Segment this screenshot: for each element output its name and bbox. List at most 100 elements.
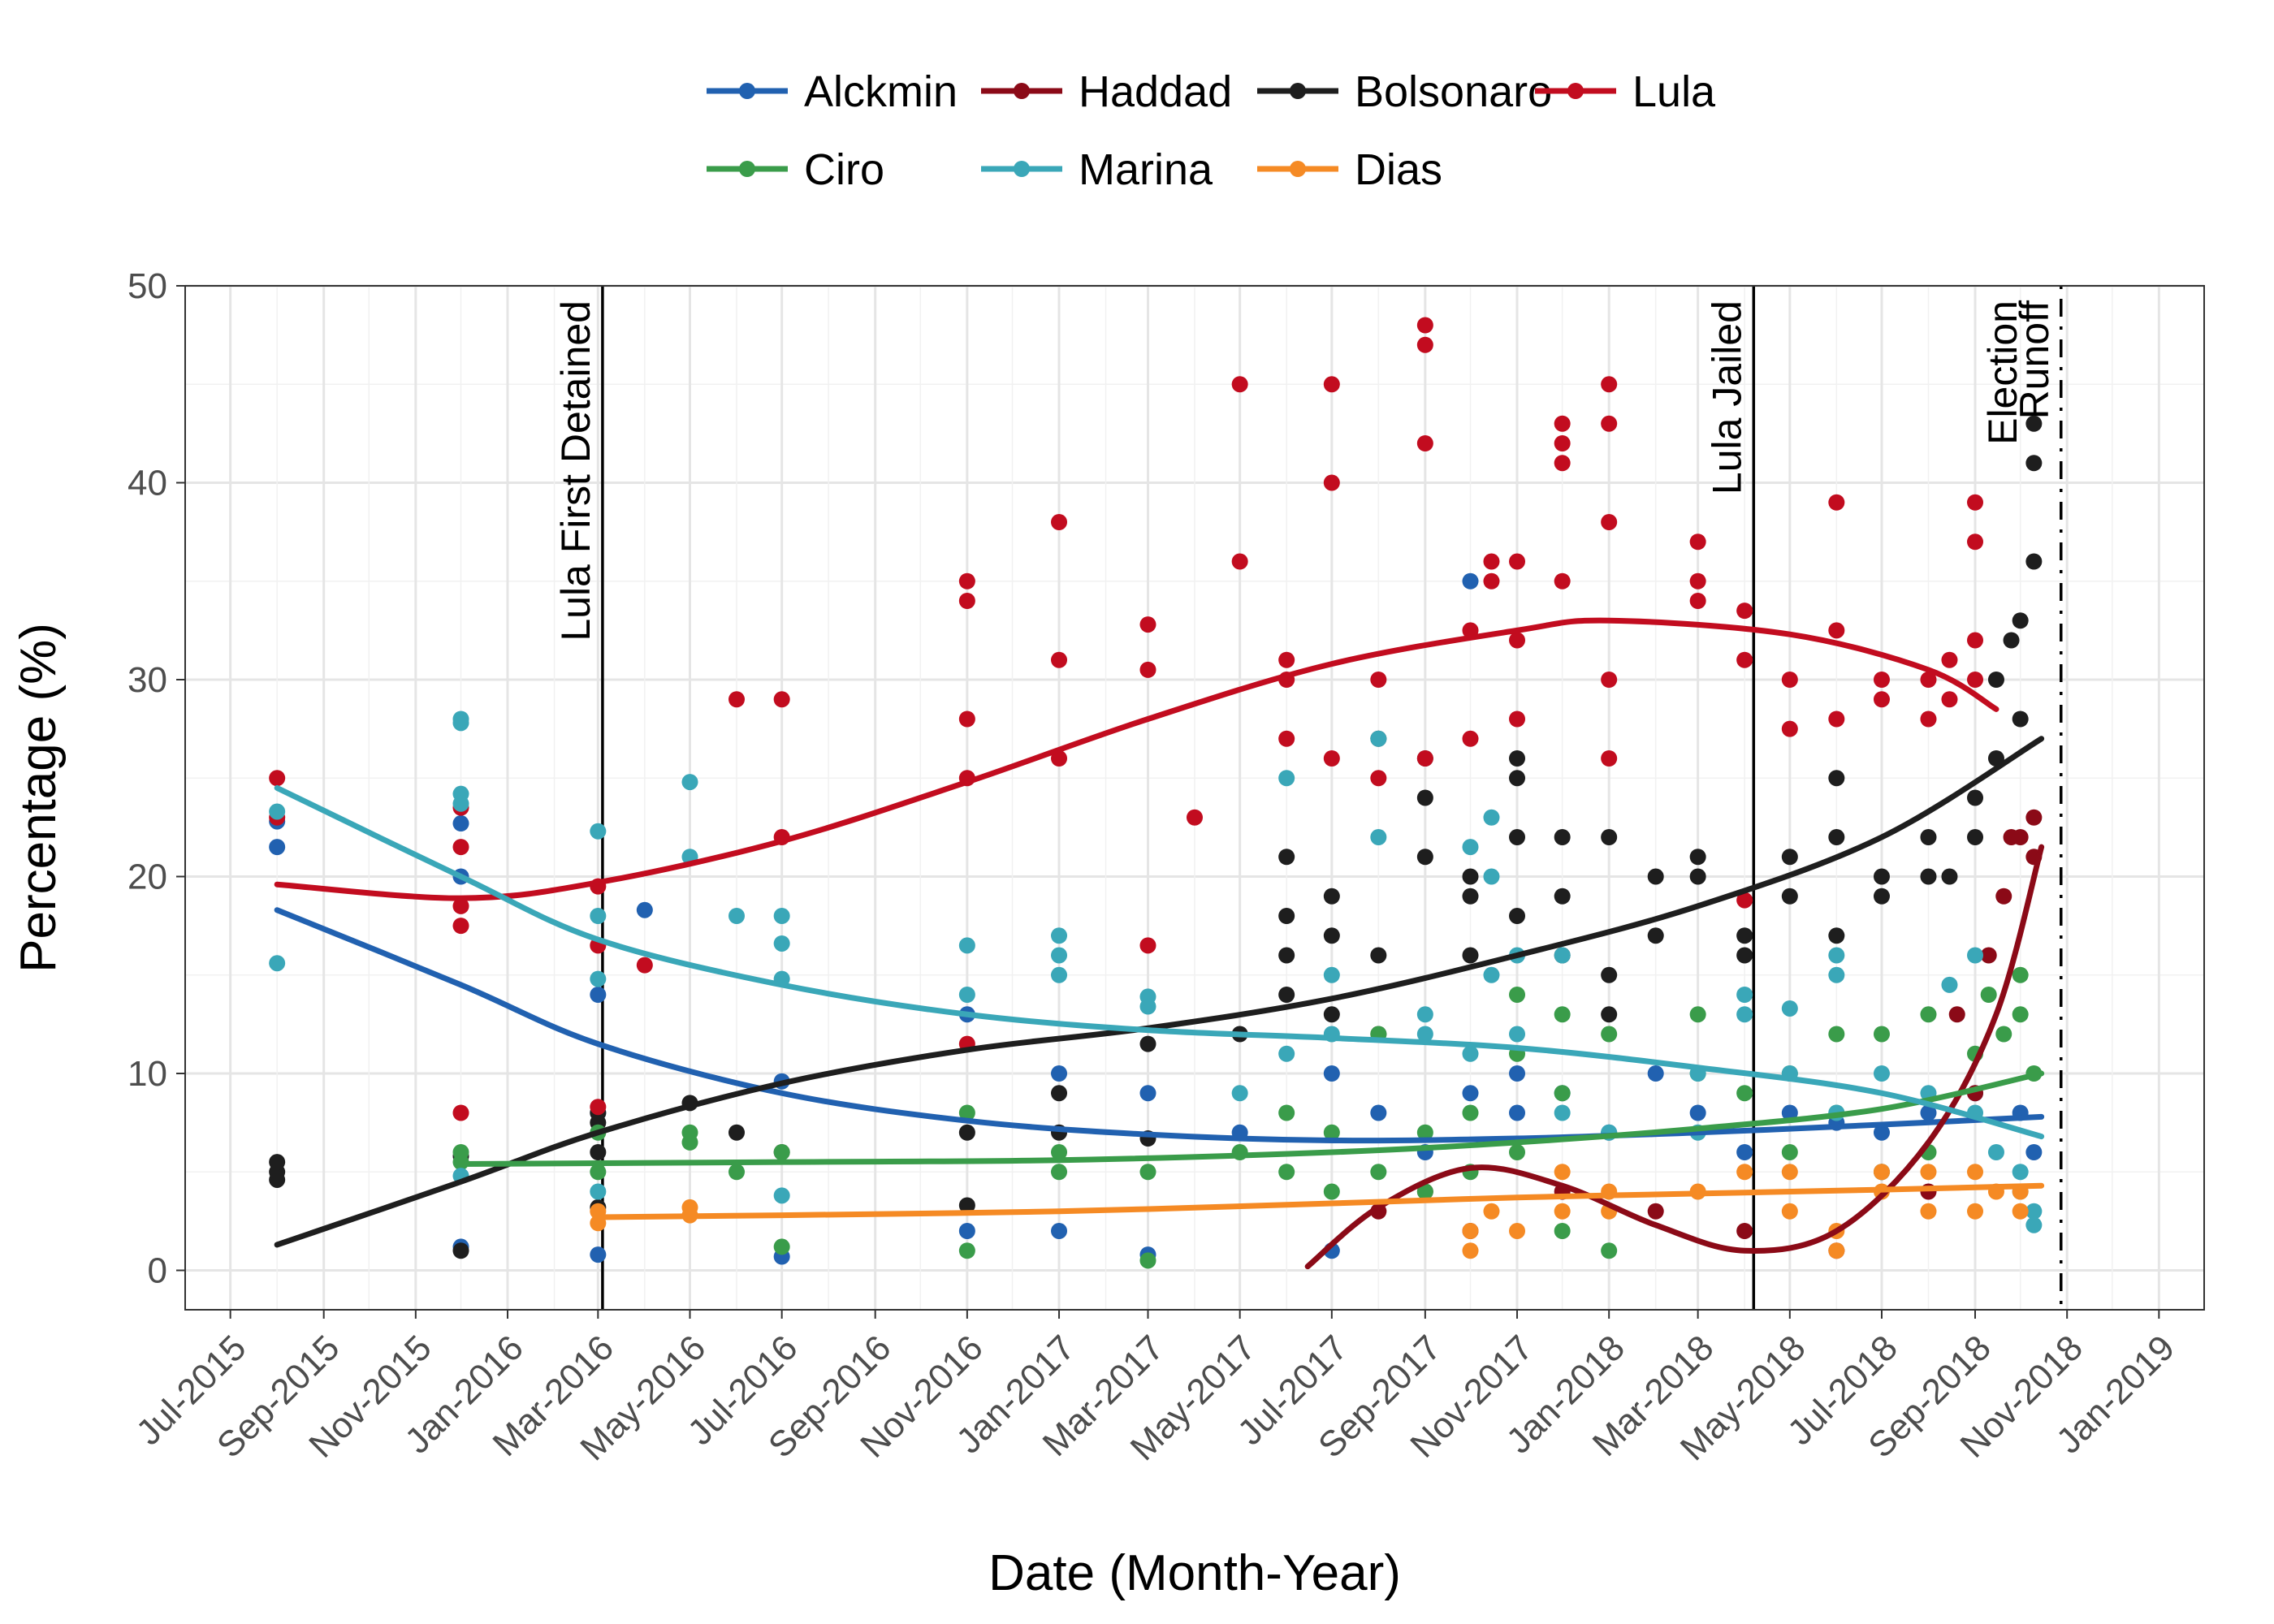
data-point-marina	[728, 908, 746, 924]
data-point-bolsonaro	[1509, 770, 1526, 787]
data-point-marina	[1781, 1000, 1798, 1017]
data-point-lula	[728, 691, 746, 708]
data-point-marina	[1323, 966, 1340, 983]
data-point-alckmin	[1370, 1104, 1387, 1121]
data-point-bolsonaro	[1828, 927, 1845, 944]
data-point-lula	[1967, 632, 1984, 649]
data-point-lula	[1139, 616, 1156, 633]
data-point-ciro	[1051, 1144, 1068, 1160]
data-point-alckmin	[958, 1223, 975, 1239]
data-point-alckmin	[1736, 1144, 1753, 1160]
y-tick-label: 50	[128, 266, 167, 306]
data-point-lula	[1051, 651, 1068, 668]
data-point-lula	[1323, 474, 1340, 491]
data-point-lula	[1509, 710, 1526, 728]
data-point-lula	[1689, 533, 1706, 551]
data-point-alckmin	[1462, 572, 1479, 590]
data-point-ciro	[958, 1104, 975, 1121]
legend-item-dias: Dias	[1257, 145, 1442, 194]
trend-lines	[274, 617, 2045, 1270]
data-point-bolsonaro	[958, 1124, 975, 1141]
y-tick-label: 30	[128, 660, 167, 700]
x-axis-title: Date (Month-Year)	[988, 1545, 1401, 1601]
data-point-bolsonaro	[1139, 1035, 1156, 1052]
data-point-marina	[1051, 927, 1068, 944]
data-point-dias	[1828, 1242, 1845, 1259]
data-point-lula	[1231, 553, 1248, 570]
data-point-dias	[1873, 1164, 1890, 1181]
event-label: Lula Jailed	[1704, 300, 1749, 495]
data-point-ciro	[1370, 1164, 1387, 1181]
data-point-lula	[269, 770, 286, 787]
data-point-bolsonaro	[1601, 829, 1618, 845]
data-point-lula	[1601, 415, 1618, 432]
data-point-marina	[1554, 1104, 1571, 1121]
data-point-bolsonaro	[1462, 947, 1479, 964]
data-point-marina	[1967, 947, 1984, 964]
data-point-lula	[1601, 514, 1618, 530]
trend-line-lula	[274, 617, 1999, 901]
data-point-bolsonaro	[452, 1242, 469, 1259]
data-point-ciro	[1995, 1026, 2012, 1043]
data-point-marina	[1462, 1045, 1479, 1062]
data-point-lula	[1370, 672, 1387, 688]
data-point-bolsonaro	[1873, 868, 1890, 885]
trend-line-haddad	[1304, 844, 2045, 1270]
y-tick-label: 0	[148, 1251, 167, 1291]
data-point-bolsonaro	[1736, 927, 1753, 944]
data-point-lula	[1509, 632, 1526, 649]
data-point-marina	[1554, 947, 1571, 964]
data-point-lula	[1554, 415, 1571, 432]
data-point-alckmin	[1509, 1104, 1526, 1121]
data-point-lula	[958, 593, 975, 609]
data-point-ciro	[773, 1144, 790, 1160]
data-point-bolsonaro	[1828, 770, 1845, 787]
data-point-marina	[590, 970, 607, 987]
data-point-bolsonaro	[1278, 987, 1295, 1003]
data-point-ciro	[1139, 1252, 1156, 1269]
data-point-dias	[1781, 1203, 1798, 1220]
data-point-dias	[1920, 1164, 1937, 1181]
data-point-ciro	[728, 1164, 746, 1181]
data-point-lula	[636, 957, 653, 974]
data-point-marina	[1278, 770, 1295, 787]
data-point-lula	[1828, 710, 1845, 728]
data-point-ciro	[1323, 1124, 1340, 1141]
legend-item-bolsonaro: Bolsonaro	[1257, 67, 1552, 116]
legend-item-ciro: Ciro	[707, 145, 884, 194]
legend-key-point	[1290, 161, 1306, 177]
data-point-marina	[269, 955, 286, 972]
data-point-marina	[590, 908, 607, 924]
data-point-lula	[590, 1099, 607, 1116]
legend-key-point	[739, 83, 755, 99]
data-point-dias	[1462, 1242, 1479, 1259]
data-point-marina	[681, 774, 698, 791]
data-point-ciro	[958, 1242, 975, 1259]
data-point-lula	[1278, 651, 1295, 668]
data-point-alckmin	[1509, 1065, 1526, 1082]
data-point-lula	[452, 1104, 469, 1121]
data-point-ciro	[1278, 1104, 1295, 1121]
legend-label: Dias	[1355, 145, 1442, 194]
legend-label: Lula	[1632, 67, 1716, 116]
legend-item-alckmin: Alckmin	[707, 67, 958, 116]
legend-key-point	[739, 161, 755, 177]
data-point-dias	[1967, 1164, 1984, 1181]
data-point-lula	[1601, 750, 1618, 767]
data-point-bolsonaro	[1051, 1085, 1068, 1102]
data-point-lula	[452, 897, 469, 914]
data-point-lula	[1231, 376, 1248, 393]
data-point-bolsonaro	[1601, 966, 1618, 983]
data-point-marina	[1462, 839, 1479, 856]
data-point-lula	[1920, 710, 1937, 728]
legend-label: Marina	[1079, 145, 1213, 194]
legend-item-marina: Marina	[981, 145, 1213, 194]
data-point-ciro	[1462, 1104, 1479, 1121]
data-point-marina	[1416, 1026, 1433, 1043]
data-point-dias	[1781, 1164, 1798, 1181]
data-point-lula	[1416, 317, 1433, 334]
data-point-marina	[1370, 730, 1387, 747]
data-point-bolsonaro	[1647, 927, 1664, 944]
data-point-alckmin	[590, 987, 607, 1003]
legend-key-point	[1014, 83, 1030, 99]
